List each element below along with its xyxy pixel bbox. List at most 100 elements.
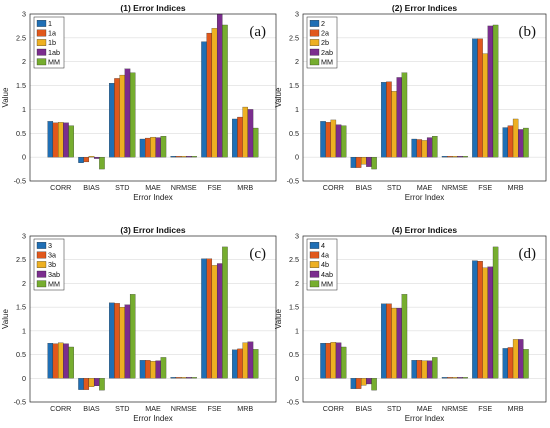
y-tick-label: -0.5 — [287, 177, 299, 186]
bar-corr-3 — [47, 343, 54, 379]
bar-std-3ab — [124, 304, 131, 379]
bar-corr-1b — [58, 122, 64, 158]
bar-fse-1ab — [216, 13, 223, 158]
x-tick-label: CORR — [50, 183, 71, 192]
bar-mae-3 — [139, 360, 146, 379]
x-tick-label: MRB — [237, 183, 253, 192]
bar-nrmse-3 — [170, 377, 177, 379]
bar-bias-3b — [88, 378, 95, 387]
chart-panel-4: -0.5 0 0.5 1 1.5 2 2.5 3 CORR BIAS STD MAE NRMSE FSE M… — [274, 225, 547, 423]
y-tick-label: 1.5 — [289, 303, 299, 312]
chart-title: (1) Error Indices — [120, 3, 185, 13]
bar-nrmse-3a — [175, 377, 182, 379]
legend-label: 1ab — [48, 48, 60, 57]
bar-nrmse-3ab — [186, 377, 192, 379]
bar-mae-1 — [139, 138, 146, 158]
bar-fse-2a — [477, 38, 483, 158]
panel-tag: (d) — [519, 246, 537, 262]
legend-swatch — [36, 261, 47, 268]
y-tick-label: -0.5 — [14, 398, 26, 407]
bar-fse-3ab — [216, 263, 223, 379]
bar-nrmse-MM — [462, 377, 468, 379]
bar-bias-1ab — [93, 157, 100, 159]
bar-mrb-MM — [523, 127, 529, 158]
bar-std-2b — [391, 91, 397, 158]
x-tick-label: CORR — [323, 404, 344, 413]
bar-fse-3b — [211, 265, 218, 379]
y-tick-label: 0 — [295, 153, 299, 162]
y-tick-label: 1 — [22, 326, 26, 335]
legend-label: 1 — [48, 19, 52, 28]
bar-mrb-1b — [242, 106, 248, 158]
bar-corr-MM — [340, 346, 347, 379]
bar-nrmse-2ab — [457, 156, 463, 158]
bar-nrmse-1b — [181, 156, 187, 158]
y-tick-label: 2.5 — [16, 255, 26, 264]
bar-bias-1a — [83, 157, 90, 163]
x-tick-label: NRMSE — [171, 183, 197, 192]
legend-swatch — [309, 39, 320, 46]
y-tick-label: 2 — [295, 279, 299, 288]
bar-std-MM — [401, 294, 408, 379]
x-tick-label: BIAS — [83, 183, 100, 192]
bar-mae-3ab — [155, 360, 161, 379]
bar-mae-MM — [160, 136, 167, 158]
bar-nrmse-MM — [191, 377, 197, 379]
y-tick-label: 0.5 — [289, 129, 299, 138]
y-tick-label: 1 — [295, 105, 299, 114]
x-tick-label: CORR — [323, 183, 344, 192]
y-tick-label: 1 — [22, 105, 26, 114]
y-tick-label: 0.5 — [16, 129, 26, 138]
bar-corr-4b — [330, 342, 337, 379]
panel-tag: (a) — [249, 24, 266, 40]
bar-bias-2ab — [366, 157, 372, 167]
bar-fse-2 — [472, 38, 478, 158]
bar-bias-4a — [355, 378, 362, 389]
x-axis-label: Error Index — [133, 193, 173, 202]
y-tick-label: 2 — [22, 57, 26, 66]
y-tick-label: 1.5 — [289, 81, 299, 90]
x-tick-label: MRB — [508, 404, 524, 413]
bar-corr-MM — [68, 125, 74, 158]
bar-bias-1 — [78, 157, 84, 163]
bar-fse-1a — [206, 32, 213, 158]
legend-swatch — [36, 20, 47, 27]
bar-mrb-2a — [507, 125, 514, 158]
bar-fse-3 — [201, 258, 207, 379]
chart-panel-1: -0.5 0 0.5 1 1.5 2 2.5 3 CORR BIAS STD MAE NRMSE FSE M… — [1, 3, 277, 202]
bar-mae-4a — [416, 360, 423, 379]
bar-corr-MM — [68, 346, 74, 379]
legend-label: 2a — [321, 29, 329, 38]
axes-frame — [302, 235, 547, 403]
x-tick-label: MRB — [508, 183, 524, 192]
bar-mae-3b — [150, 361, 156, 379]
bar-bias-3a — [83, 378, 90, 390]
y-tick-label: 3 — [295, 232, 299, 241]
panel-tag: (b) — [519, 24, 537, 40]
bar-corr-2a — [325, 122, 331, 158]
axes-frame — [29, 13, 277, 182]
x-tick-label: MAE — [417, 404, 433, 413]
y-axis-label: Value — [274, 87, 283, 107]
bar-bias-4 — [350, 378, 357, 389]
x-axis-label: Error Index — [405, 193, 445, 202]
x-tick-label: STD — [387, 404, 401, 413]
bar-nrmse-4b — [452, 377, 458, 379]
bar-bias-2 — [350, 157, 357, 168]
bar-mrb-4 — [502, 348, 509, 379]
bar-bias-4ab — [366, 378, 372, 385]
legend-swatch — [309, 242, 320, 249]
y-tick-label: 2.5 — [289, 255, 299, 264]
bar-std-1a — [114, 78, 120, 158]
bar-bias-1b — [88, 156, 95, 158]
x-tick-label: NRMSE — [442, 404, 468, 413]
y-tick-label: -0.5 — [287, 398, 299, 407]
legend-label: 3ab — [48, 270, 60, 279]
axes-frame — [302, 13, 547, 182]
bar-bias-2a — [355, 157, 362, 168]
y-tick-label: 0 — [295, 374, 299, 383]
legend-swatch — [309, 58, 320, 66]
bar-corr-3a — [52, 343, 59, 379]
legend-swatch — [36, 242, 47, 249]
